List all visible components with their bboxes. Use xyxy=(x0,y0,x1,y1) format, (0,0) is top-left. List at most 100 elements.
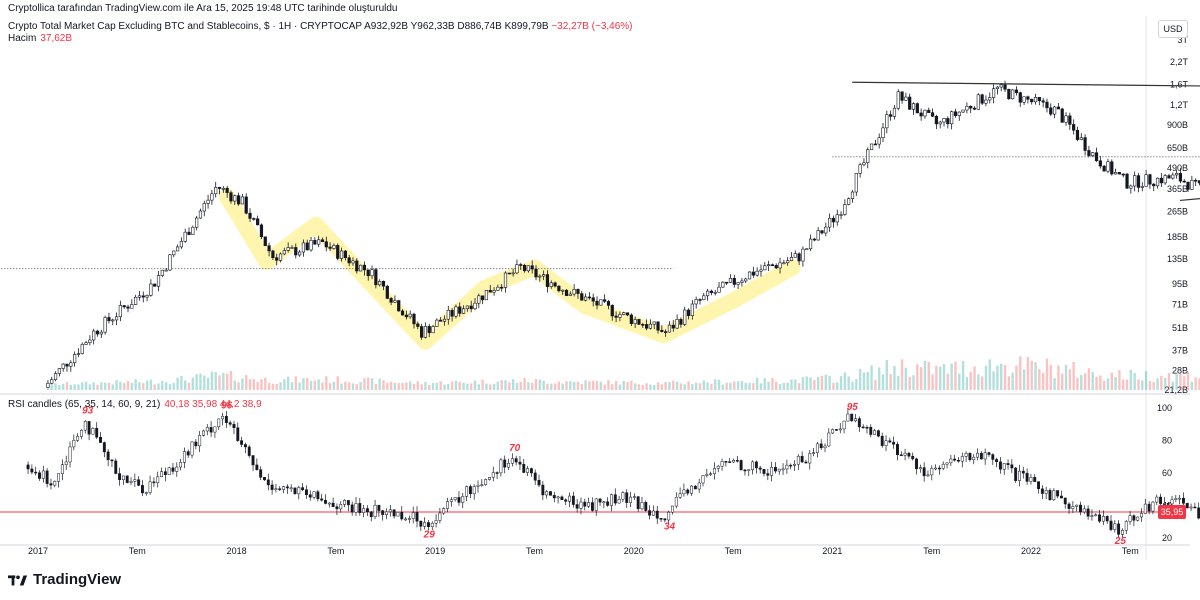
rsi-candle-body xyxy=(1109,520,1113,530)
volume-bar xyxy=(759,383,763,390)
volume-bar xyxy=(1019,356,1022,390)
candle-body xyxy=(831,218,836,223)
rsi-candle-body xyxy=(133,479,137,482)
rsi-candle-body xyxy=(1132,515,1136,521)
volume-bar xyxy=(153,384,156,390)
candle-body xyxy=(145,295,149,298)
volume-bar xyxy=(1190,381,1194,390)
rsi-candle-body xyxy=(937,467,941,470)
rsi-legend[interactable]: RSI candles (65, 35, 14, 60, 9, 21) 40,18… xyxy=(8,399,262,410)
candle-body xyxy=(294,247,298,256)
rsi-candle-body xyxy=(76,436,80,441)
candle-body xyxy=(1003,84,1007,90)
volume-bar xyxy=(717,379,721,390)
volume-legend[interactable]: Hacim 37,62B xyxy=(8,33,72,44)
rsi-candle-body xyxy=(1147,503,1151,512)
volume-bar xyxy=(492,383,496,390)
rsi-candle-body xyxy=(83,421,87,431)
volume-bar xyxy=(115,380,118,390)
volume-bar xyxy=(248,379,252,390)
volume-bar xyxy=(428,384,431,390)
candle-body xyxy=(500,286,504,289)
rsi-candle-body xyxy=(1059,495,1063,499)
volume-bar xyxy=(443,384,446,390)
tradingview-brand[interactable]: TradingView xyxy=(8,571,121,588)
candle-body xyxy=(355,260,359,272)
candle-body xyxy=(469,305,473,310)
rsi-candle-body xyxy=(781,468,785,471)
candle-body xyxy=(740,280,744,283)
volume-bar xyxy=(1144,371,1148,390)
volume-bar xyxy=(1022,369,1026,390)
volume-bar xyxy=(469,383,473,390)
volume-bar xyxy=(939,366,942,390)
volume-bar xyxy=(862,372,866,390)
volume-bar xyxy=(973,366,976,390)
candle-body xyxy=(95,330,100,335)
volume-bar xyxy=(912,375,915,390)
candle-body xyxy=(534,268,538,278)
volume-bar xyxy=(645,383,648,390)
candle-body xyxy=(923,109,927,117)
candle-body xyxy=(545,274,550,287)
volume-bar xyxy=(706,382,709,390)
rsi-candle-body xyxy=(423,522,427,527)
volume-bar xyxy=(401,382,404,390)
rsi-candle-body xyxy=(571,495,575,505)
candle-body xyxy=(507,272,511,275)
rsi-candle-body xyxy=(583,501,587,507)
candle-body xyxy=(549,282,553,287)
rsi-candle-body xyxy=(945,462,949,465)
rsi-candle-body xyxy=(1113,523,1117,530)
volume-bar xyxy=(184,380,187,390)
candle-body xyxy=(622,312,626,315)
candle-body xyxy=(1068,115,1072,125)
volume-bar xyxy=(565,381,568,390)
rsi-candle-body xyxy=(960,456,964,462)
rsi-candle-body xyxy=(99,436,102,443)
candle-body xyxy=(774,265,778,269)
currency-button[interactable]: USD xyxy=(1158,20,1188,38)
volume-bar xyxy=(561,383,564,390)
rsi-candle-body xyxy=(865,427,869,429)
candle-body xyxy=(1083,137,1087,151)
rsi-candle-body xyxy=(636,496,640,510)
volume-bar xyxy=(439,381,442,390)
candle-body xyxy=(366,269,370,277)
rsi-candle-body xyxy=(373,504,377,517)
volume-bar xyxy=(843,372,847,390)
volume-bar xyxy=(931,374,934,390)
rsi-candle-body xyxy=(507,462,510,468)
rsi-candle-body xyxy=(549,491,552,496)
rsi-candle-body xyxy=(385,511,388,515)
volume-bar xyxy=(233,380,236,390)
rsi-candle-body xyxy=(26,464,30,470)
volume-bar xyxy=(325,376,328,390)
candle-body xyxy=(114,316,119,321)
rsi-candle-body xyxy=(804,461,808,464)
candle-body xyxy=(1007,88,1011,100)
volume-bar xyxy=(778,384,782,390)
rsi-candle-body xyxy=(735,460,739,462)
volume-bar xyxy=(653,384,656,390)
volume-bar xyxy=(1137,379,1140,390)
candle-body xyxy=(812,238,816,241)
volume-bar xyxy=(1072,361,1075,390)
candle-body xyxy=(721,281,725,288)
candle-body xyxy=(484,290,489,301)
price-tick-label: 21,2B xyxy=(1164,385,1188,395)
rsi-candle-body xyxy=(957,459,960,462)
candle-body xyxy=(904,96,908,101)
rsi-candle-body xyxy=(369,511,373,517)
rsi-candle-body xyxy=(1086,508,1090,517)
candle-body xyxy=(1022,96,1026,103)
candle-body xyxy=(339,250,344,259)
volume-bar xyxy=(889,374,892,390)
rsi-candle-body xyxy=(556,496,560,499)
instrument-name[interactable]: Crypto Total Market Cap Excluding BTC an… xyxy=(8,21,362,32)
rsi-candle-body xyxy=(884,440,888,446)
candle-body xyxy=(751,271,755,276)
rsi-candle-body xyxy=(331,502,335,507)
candle-body xyxy=(233,195,237,202)
